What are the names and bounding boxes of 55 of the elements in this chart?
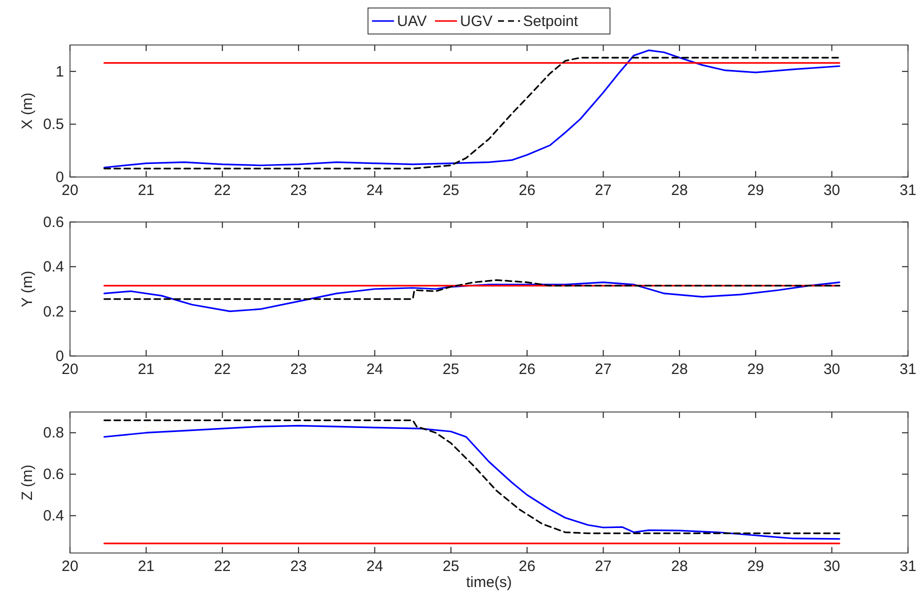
y-axis-title: X (m)	[19, 92, 36, 130]
x-tick-label: 29	[747, 558, 764, 575]
x-tick-label: 21	[138, 361, 155, 378]
x-tick-label: 22	[214, 558, 231, 575]
x-tick-label: 20	[62, 182, 78, 199]
y-tick-label: 0.8	[43, 424, 64, 442]
x-tick-label: 23	[290, 558, 307, 575]
x-tick-label: 21	[138, 182, 155, 199]
x-tick-label: 23	[290, 182, 307, 199]
x-tick-label: 26	[518, 558, 536, 575]
x-tick-label: 20	[62, 558, 78, 575]
x-tick-label: 24	[366, 361, 384, 378]
x-tick-label: 22	[214, 361, 231, 378]
x-tick-label: 30	[823, 361, 840, 378]
legend-label: Setpoint	[523, 13, 579, 30]
x-axis-title: time(s)	[466, 574, 512, 591]
y-tick-label: 0	[56, 348, 64, 365]
x-tick-label: 21	[138, 558, 155, 575]
y-tick-label: 0.5	[43, 116, 64, 134]
x-tick-label: 26	[518, 361, 536, 378]
y-axis-title: Y (m)	[19, 270, 36, 308]
x-tick-label: 31	[900, 182, 916, 199]
x-tick-label: 27	[594, 182, 612, 199]
line-series	[103, 279, 840, 300]
x-tick-label: 28	[671, 361, 688, 378]
x-tick-label: 20	[62, 361, 78, 378]
x-tick-label: 27	[594, 361, 612, 378]
x-tick-label: 29	[747, 361, 764, 378]
x-tick-label: 31	[900, 558, 916, 575]
x-tick-label: 28	[671, 558, 688, 575]
y-tick-label: 0.2	[43, 303, 64, 320]
y-tick-label: 0.6	[43, 214, 64, 231]
y-axis-title: Z (m)	[19, 464, 36, 500]
y-tick-label: 0	[56, 169, 64, 186]
x-tick-label: 22	[214, 182, 231, 199]
x-tick-label: 27	[594, 558, 612, 575]
x-tick-label: 25	[442, 182, 460, 199]
y-tick-label: 0.6	[43, 466, 64, 484]
x-tick-label: 24	[366, 558, 384, 575]
x-tick-label: 30	[823, 558, 840, 575]
x-tick-label: 30	[823, 182, 840, 199]
x-tick-label: 29	[747, 182, 764, 199]
y-tick-label: 0.4	[43, 508, 64, 525]
x-tick-label: 31	[900, 361, 916, 378]
x-tick-label: 25	[442, 558, 460, 575]
x-tick-label: 24	[366, 182, 384, 199]
x-tick-label: 28	[671, 182, 688, 199]
x-tick-label: 26	[518, 182, 536, 199]
y-tick-label: 0.4	[43, 258, 64, 276]
x-tick-label: 25	[442, 361, 460, 378]
y-tick-label: 1	[56, 63, 64, 80]
legend-label: UGV	[460, 13, 493, 30]
legend-label: UAV	[397, 13, 427, 30]
line-series	[103, 282, 840, 312]
x-tick-label: 23	[290, 361, 307, 378]
